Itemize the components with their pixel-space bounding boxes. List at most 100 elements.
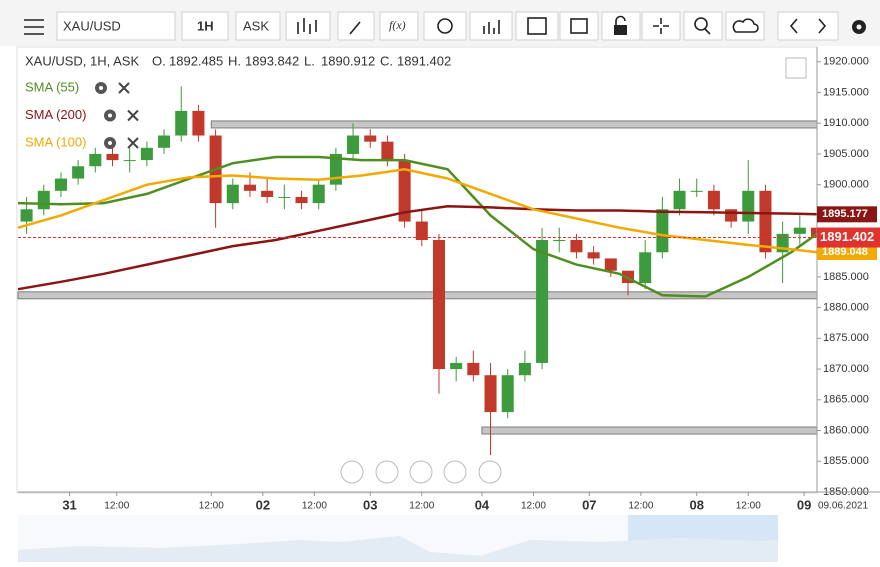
candle-body (89, 153, 102, 167)
indicator-button[interactable] (379, 11, 419, 41)
candle-body (140, 147, 153, 161)
legend-settings-hole (99, 86, 103, 90)
zoom-button[interactable] (683, 11, 723, 41)
candle-body (347, 135, 360, 154)
last-price-label: 1891.402 (820, 229, 874, 244)
navigator (18, 515, 778, 562)
candle-body (295, 196, 308, 204)
candle-body (312, 184, 325, 204)
candle-body (192, 110, 205, 136)
candle-body (381, 141, 394, 161)
x-tick-label: 12:00 (302, 501, 327, 512)
zoom-out[interactable] (375, 460, 399, 484)
price-type-button[interactable] (235, 11, 281, 41)
candle-body (278, 196, 291, 198)
candle-body (72, 166, 85, 179)
crosshair-button[interactable] (641, 11, 681, 41)
candle-body (123, 160, 136, 162)
candle-body (501, 375, 514, 413)
interval: 1H (197, 18, 214, 33)
y-tick-label: 1900.000 (823, 179, 869, 191)
fullscreen-button[interactable] (785, 57, 807, 79)
price-tag (817, 243, 877, 260)
legend-remove[interactable] (118, 82, 130, 94)
x-end-label: 09.06.2021 (818, 501, 868, 512)
candle-body (432, 239, 445, 370)
x-tick-label: 09 (797, 497, 811, 512)
info-button[interactable] (423, 11, 467, 41)
zoom-controls (340, 460, 502, 484)
ohlc-value: 1893.842 (245, 53, 299, 68)
candle-body (37, 190, 50, 210)
x-tick-label: 12:00 (199, 501, 224, 512)
candle-body (364, 135, 377, 142)
legend-remove[interactable] (127, 109, 139, 122)
x-tick-label: 07 (582, 497, 596, 512)
nav-buttons[interactable] (777, 11, 839, 41)
symbol-input[interactable] (56, 11, 176, 41)
y-tick-label: 1880.000 (823, 302, 869, 314)
candle-body (536, 239, 549, 363)
candle-body (518, 362, 531, 376)
fx-label: f(x) (389, 18, 406, 32)
calendar-button[interactable] (515, 11, 559, 41)
ohlc-key: C. (380, 53, 393, 68)
news-button[interactable] (559, 11, 599, 41)
chart-title: XAU/USD, 1H, ASK (25, 53, 139, 68)
y-tick-label: 1870.000 (823, 363, 869, 375)
interval-button[interactable] (181, 11, 229, 41)
legend-entry: SMA (55) (25, 79, 79, 94)
ohlc-value: 1891.402 (397, 53, 451, 68)
volume-button[interactable] (469, 11, 513, 41)
y-tick-label: 1855.000 (823, 455, 869, 467)
sma-line (17, 155, 818, 298)
candle-body (20, 209, 33, 222)
ohlc-key: H. (228, 53, 241, 68)
y-tick-label: 1905.000 (823, 148, 869, 160)
ohlc-value: 1890.912 (321, 53, 375, 68)
menu-button[interactable] (24, 19, 44, 35)
ohlc-key: O. (152, 53, 166, 68)
candle-body (175, 110, 188, 136)
x-tick-label: 12:00 (409, 501, 434, 512)
y-tick-label: 1875.000 (823, 332, 869, 344)
sma-line (17, 204, 818, 291)
candle-body (707, 190, 720, 210)
legend-settings-hole (108, 141, 112, 145)
candle-body (415, 221, 428, 240)
reset[interactable] (409, 460, 433, 484)
plot-area (17, 86, 824, 456)
candle-body (467, 362, 480, 376)
symbol: XAU/USD (63, 18, 121, 33)
candle-body (553, 239, 566, 241)
level-zone (210, 120, 818, 129)
x-tick-label: 04 (475, 497, 490, 512)
zoom-in[interactable] (443, 460, 467, 484)
price-type: ASK (243, 18, 269, 33)
x-tick-label: 12:00 (104, 501, 129, 512)
price-tag-label: 1895.177 (822, 208, 868, 220)
legend: SMA (55) SMA (200) SMA (100) (25, 79, 139, 149)
scroll-left[interactable] (340, 460, 364, 484)
legend-settings-hole (108, 113, 112, 118)
legend-remove[interactable] (127, 137, 139, 149)
x-tick-label: 12:00 (736, 501, 761, 512)
level-zone (481, 426, 818, 435)
scroll-right[interactable] (478, 460, 502, 484)
candle-body (243, 184, 256, 191)
chart-type-button[interactable] (285, 11, 331, 41)
candle-body (484, 375, 497, 413)
settings-button[interactable] (852, 20, 866, 34)
legend-entry: SMA (200) (25, 107, 86, 122)
toolbar: XAU/USD 1H ASK f(x) (0, 0, 880, 46)
candle-body (450, 362, 463, 370)
candle-body (656, 209, 669, 253)
y-tick-label: 1860.000 (823, 424, 869, 436)
candle-body (742, 190, 755, 222)
candle-body (690, 190, 703, 192)
candle-body (158, 135, 171, 148)
ohlc-key: L. (304, 53, 315, 68)
y-tick-label: 1920.000 (823, 56, 869, 68)
candle-body (793, 227, 806, 234)
